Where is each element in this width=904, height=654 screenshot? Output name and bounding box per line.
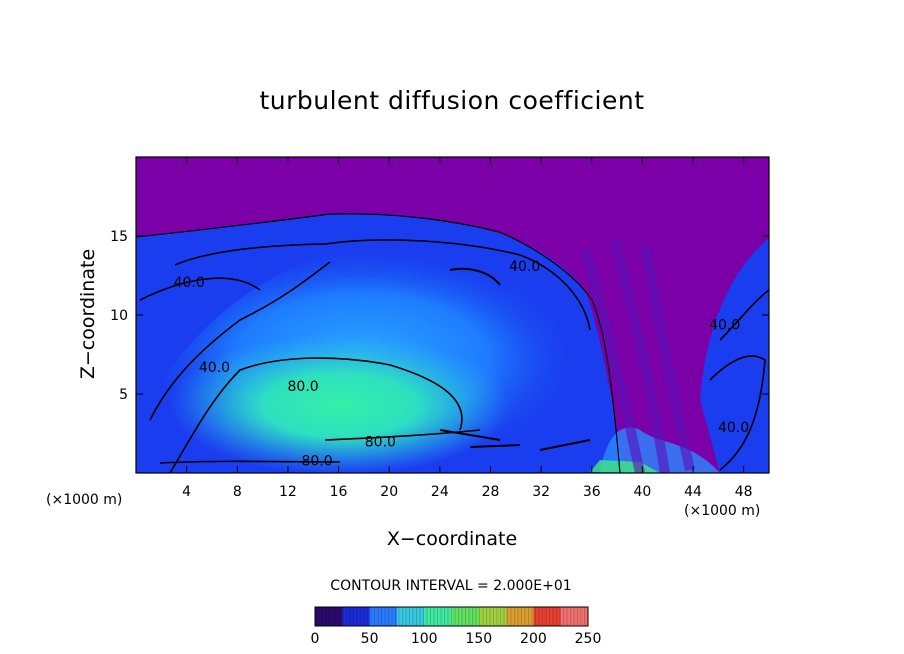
contour-line-40-top — [324, 239, 591, 331]
contour-line-40-inner — [149, 261, 331, 421]
contour-lines — [136, 213, 769, 473]
x-axis-label: X−coordinate — [386, 528, 518, 550]
colorbar-tick-label-0: 0 — [311, 631, 320, 647]
contour-label-1: 40.0 — [509, 259, 540, 275]
x-tick-label-1: 8 — [233, 484, 242, 500]
colorbar-tick-label-1: 50 — [361, 631, 379, 647]
colorbar: 0 50 100 150 200 250 — [311, 606, 602, 647]
contour-interval-label: CONTOUR INTERVAL = 2.000E+01 — [330, 578, 572, 594]
turbulent-region-right — [700, 238, 769, 473]
x-tick-label-7: 32 — [532, 484, 550, 500]
colorbar-tick-label-5: 250 — [575, 631, 602, 647]
contour-line-40-right — [709, 289, 769, 471]
colorbar-swatch-8 — [533, 607, 562, 626]
contour-line-fragments — [439, 267, 591, 451]
x-tick-label-0: 4 — [182, 484, 191, 500]
x-tick-label-3: 16 — [330, 484, 348, 500]
colorbar-swatch-7 — [506, 607, 534, 626]
colorbar-frame — [314, 606, 589, 627]
contour-label-5: 80.0 — [288, 379, 319, 395]
x-axis-unit-right: (×1000 m) — [684, 503, 761, 519]
y-tick-label-1: 10 — [110, 308, 128, 324]
contour-line-80 — [169, 357, 463, 473]
colorbar-swatch-2 — [369, 607, 398, 626]
x-tick-label-2: 12 — [279, 484, 297, 500]
high-diffusion-core — [170, 335, 510, 473]
colorbar-swatch-0 — [315, 607, 343, 626]
colorbar-tick-label-4: 200 — [520, 631, 547, 647]
x-tick-label-5: 24 — [431, 484, 449, 500]
x-tick-label-11: 48 — [735, 484, 753, 500]
contour-label-0: 40.0 — [174, 275, 205, 291]
contour-label-3: 40.0 — [709, 317, 740, 333]
chart-title: turbulent diffusion coefficient — [259, 86, 645, 115]
contour-line-80-lower — [159, 460, 341, 464]
colorbar-swatch-4 — [424, 607, 452, 626]
y-axis-label: Z−coordinate — [77, 248, 99, 380]
x-axis-unit-left: (×1000 m) — [46, 492, 123, 508]
contour-line-edge — [136, 213, 621, 473]
heatmap-field — [136, 157, 769, 473]
colorbar-swatch-6 — [478, 607, 507, 626]
colorbar-tick-label-2: 100 — [411, 631, 438, 647]
x-tick-label-6: 28 — [482, 484, 500, 500]
contour-label-4: 40.0 — [718, 420, 749, 436]
contour-line-80-upper — [324, 429, 481, 441]
colorbar-swatch-5 — [451, 607, 480, 626]
x-tick-label-4: 20 — [380, 484, 398, 500]
contour-label-2: 40.0 — [199, 360, 230, 376]
plume-streaks — [580, 238, 695, 473]
contour-line-40-left — [139, 243, 326, 301]
x-tick-label-8: 36 — [583, 484, 601, 500]
contour-labels: 40.0 40.0 40.0 40.0 40.0 80.0 80.0 80.0 — [174, 259, 750, 469]
y-tick-label-0: 5 — [119, 387, 128, 403]
contour-label-6: 80.0 — [365, 434, 396, 450]
colorbar-tick-label-3: 150 — [465, 631, 492, 647]
x-axis-ticks: 4 8 12 16 20 24 28 32 36 40 44 48 — [182, 157, 753, 500]
y-axis-ticks: 5 10 15 — [110, 229, 769, 403]
x-tick-label-9: 40 — [633, 484, 651, 500]
y-tick-label-2: 15 — [110, 229, 128, 245]
x-tick-label-10: 44 — [684, 484, 702, 500]
colorbar-swatch-9 — [560, 607, 589, 626]
colorbar-swatch-3 — [396, 607, 425, 626]
contour-label-7: 80.0 — [301, 453, 332, 469]
colorbar-swatch-1 — [342, 607, 371, 626]
